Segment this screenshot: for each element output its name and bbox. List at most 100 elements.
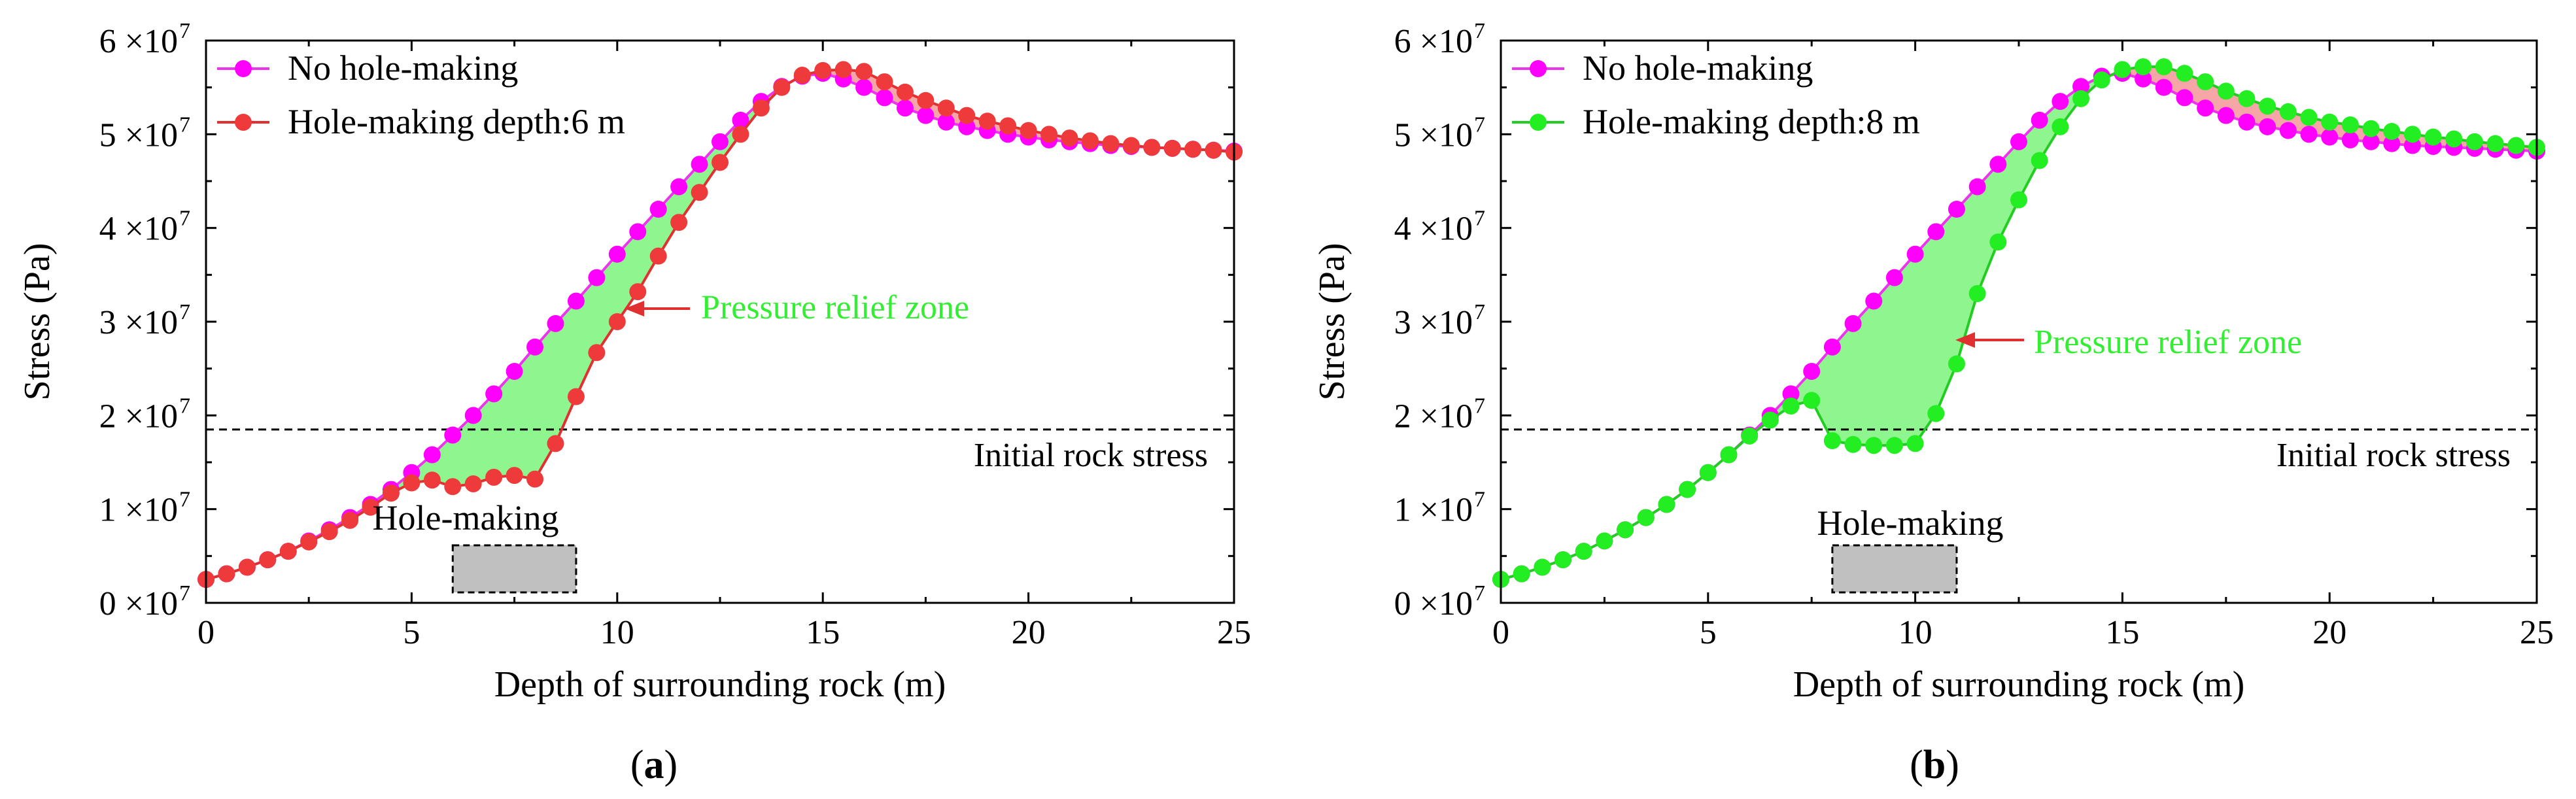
panel-b-series-1-point — [1720, 446, 1738, 464]
panel-a-series-1-point — [752, 99, 770, 117]
panel-b-series-1-point — [1534, 558, 1551, 576]
panel-b-series-0-point — [2259, 118, 2276, 135]
panel-b-series-0-point — [1782, 385, 1800, 403]
legend-b2-label: Hole-making depth:8 m — [1583, 102, 1920, 141]
panel-a-hole-label: Hole-making — [373, 498, 559, 537]
panel-a-series-0-point — [588, 269, 606, 286]
panel-a-series-1-point — [279, 543, 297, 560]
panel-b-ytick-label: 1 ×10 — [1394, 492, 1473, 529]
panel-a-series-1-point — [1143, 139, 1161, 156]
panel-a-series-0-point — [691, 156, 708, 173]
panel-a-series-1-point — [1102, 135, 1120, 152]
panel-b-series-1-point — [2010, 191, 2027, 209]
panel-b-ytick-exponent: 7 — [1474, 488, 1485, 512]
panel-b-xtick-label: 20 — [2312, 614, 2346, 651]
panel-b-ytick-label: 0 ×10 — [1394, 585, 1473, 622]
panel-b-ytick-exponent: 7 — [1474, 19, 1485, 43]
panel-b-relief-label: Pressure relief zone — [2034, 324, 2302, 361]
panel-b-xlabel: Depth of surrounding rock (m) — [1793, 664, 2245, 705]
panel-a-series-1-point — [978, 112, 996, 130]
panel-b-series-1-point — [1617, 521, 1634, 539]
panel-b-series-1-point — [2031, 152, 2048, 169]
panel-b-series-1-point — [1741, 427, 1759, 445]
panel-b-hole-box — [1831, 544, 1958, 594]
panel-b-relief-region-0 — [1749, 69, 2123, 446]
panel-a: 0 5 10 15 20 250 ×10 71 ×10 72 ×10 73 ×10 74 ×10 7… — [17, 19, 1251, 787]
panel-b-series-0-point — [1844, 314, 1862, 332]
panel-a-series-1-point — [300, 533, 318, 551]
panel-a-series-1-point — [670, 214, 688, 231]
panel-a-increase-region-0 — [802, 69, 1111, 146]
panel-b: 0 5 10 15 20 250 ×10 71 ×10 72 ×10 73 ×10 74 ×10 7… — [1312, 19, 2554, 787]
panel-b-series-1-point — [1948, 355, 1965, 373]
panel-b-series-0-point — [2155, 78, 2172, 96]
panel-a-xlabel: Depth of surrounding rock (m) — [494, 664, 946, 705]
panel-a-series-0-point — [464, 407, 482, 424]
panel-b-series-1-point — [2135, 58, 2152, 76]
panel-b-series-1-point — [1575, 543, 1592, 560]
panel-b-series-1-point — [2259, 97, 2276, 115]
panel-b-ylabel: Stress (Pa) — [1312, 243, 1352, 400]
panel-a-series-1-point — [999, 117, 1017, 135]
panel-b-xtick-label: 10 — [1898, 614, 1932, 651]
panel-a-xtick-label: 15 — [806, 614, 840, 651]
panel-a-ytick-label: 2 ×10 — [99, 398, 178, 435]
panel-a-series-1-point — [649, 247, 667, 265]
panel-a-series-1-point — [937, 99, 955, 117]
panel-b-series-1-point — [1699, 464, 1717, 481]
panel-b-ytick-label: 6 ×10 — [1394, 23, 1473, 60]
panel-a-legend: No hole-making Hole-making depth:6 m — [217, 48, 625, 141]
panel-a-series-0-point — [629, 223, 647, 241]
panel-b-series-0-point — [2031, 111, 2048, 129]
panel-a-series-1-point — [464, 475, 482, 492]
panel-b-series-1-point — [1906, 435, 1924, 452]
panel-b-series-1-point — [2445, 130, 2463, 148]
panel-b-series-1-point — [2403, 126, 2421, 143]
panel-a-series-1-point — [320, 523, 338, 541]
panel-a-series-1-point — [814, 61, 832, 79]
panel-b-series-1-point — [2321, 113, 2339, 131]
panel-a-series-1-point — [259, 551, 277, 569]
panel-b-series-1-point — [1513, 565, 1530, 583]
panel-a-letter: a — [644, 743, 664, 787]
panel-b-xtick-label: 0 — [1492, 614, 1509, 651]
panel-b-series-0-point — [2279, 122, 2297, 139]
panel-b-series-0-point — [2383, 135, 2401, 152]
panel-a-ytick-label: 0 ×10 — [99, 585, 178, 622]
panel-a-series-1-point — [1061, 129, 1078, 147]
panel-a-series-1-point — [567, 388, 585, 405]
panel-a-relief-label: Pressure relief zone — [701, 289, 969, 326]
panel-b-series-1-point — [2238, 90, 2256, 107]
panel-a-ytick-label: 5 ×10 — [99, 116, 178, 154]
panel-b-ticks: 0 5 10 15 20 250 ×10 71 ×10 72 ×10 73 ×10 74 ×10 7… — [1394, 19, 2554, 651]
panel-b-series-0-point — [1823, 338, 1841, 356]
panel-a-series-1-point — [917, 92, 935, 109]
panel-a-series-1-point — [629, 283, 647, 301]
panel-a-series-0-point — [444, 426, 462, 444]
panel-b-ytick-exponent: 7 — [1474, 581, 1485, 605]
legend-a2-marker — [235, 114, 252, 131]
panel-a-ytick-exponent: 7 — [179, 19, 190, 43]
panel-b-series-1-point — [2197, 73, 2214, 91]
panel-b-series-1-point — [2155, 58, 2172, 76]
panel-b-series-0-point — [2341, 131, 2359, 148]
panel-b-series-0-point — [2176, 89, 2193, 107]
panel-a-series-0-point — [526, 338, 544, 356]
panel-a-ytick-exponent: 7 — [179, 581, 190, 605]
panel-a-series-1-point — [1163, 139, 1181, 157]
panel-b-series-1-point — [1823, 432, 1841, 450]
panel-a-ylabel: Stress (Pa) — [17, 243, 58, 400]
panel-a-series-1-point — [238, 558, 256, 576]
panel-b-series-1-point — [2341, 116, 2359, 133]
panel-b-series-1-point — [2507, 137, 2525, 154]
panel-b-series-1-point — [1989, 233, 2007, 251]
panel-b-relief-arrowhead — [1955, 332, 1975, 348]
legend-a2-label: Hole-making depth:6 m — [288, 102, 625, 141]
panel-b-series-1-point — [2465, 133, 2483, 150]
panel-a-series-1-point — [485, 468, 503, 486]
panel-a-series-0-point — [732, 111, 749, 129]
panel-a-series-1-point — [403, 474, 421, 492]
panel-a-ytick-label: 6 ×10 — [99, 23, 178, 60]
panel-a-series-0-point — [670, 178, 688, 196]
